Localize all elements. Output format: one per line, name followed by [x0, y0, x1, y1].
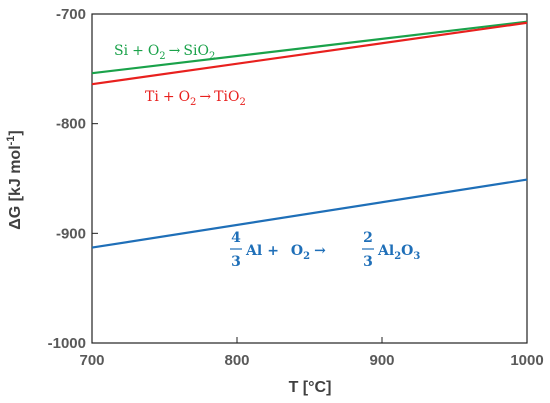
x-tick-label: 1000	[510, 352, 543, 369]
fraction-1-denominator: 3	[231, 254, 241, 270]
annotation-ti-oxidation: Ti + O2 → TiO2	[145, 89, 246, 108]
y-tick-label: -1000	[48, 335, 86, 352]
fraction-2-denominator: 3	[363, 254, 373, 270]
fraction-2-numerator: 2	[363, 230, 373, 246]
x-tick-label: 800	[224, 352, 249, 369]
x-axis-ticks: 700 800 900 1000	[79, 337, 544, 369]
series-lines	[91, 20, 528, 249]
y-tick-label: -700	[56, 6, 86, 23]
annotation-al-product: Al2O3	[377, 243, 420, 262]
y-axis-ticks: -1000 -900 -800 -700	[48, 6, 98, 352]
x-tick-label: 700	[79, 352, 104, 369]
annotation-si-oxidation: Si + O2 → SiO2	[114, 43, 215, 62]
fraction-1-numerator: 4	[231, 230, 241, 246]
x-axis-label: T [°C]	[289, 379, 332, 396]
plot-area-frame	[91, 13, 528, 344]
series-line-al	[91, 178, 528, 249]
series-line-ti	[91, 21, 528, 86]
y-tick-label: -900	[56, 225, 86, 242]
annotation-al-reactants: Al + O2 →	[245, 243, 326, 262]
annotation-al-oxidation: 4 3 Al + O2 → 2 3 Al2O3	[230, 230, 420, 270]
series-line-si	[91, 20, 528, 75]
y-tick-label: -800	[56, 116, 86, 133]
x-tick-label: 900	[369, 352, 394, 369]
y-axis-label: ΔG [kJ mol-1]	[5, 130, 24, 230]
